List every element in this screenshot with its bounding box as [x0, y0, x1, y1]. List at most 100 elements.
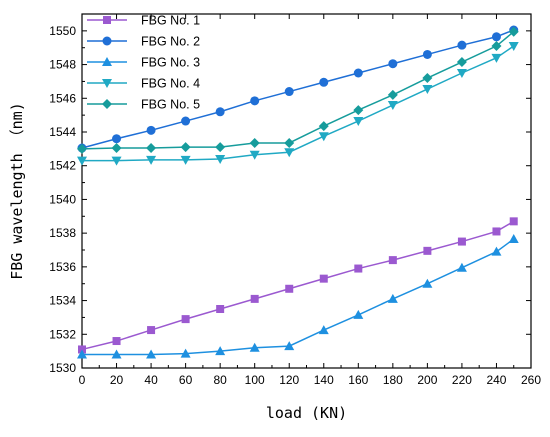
data-point [353, 309, 364, 319]
data-point [181, 315, 190, 324]
x-tick-label: 100 [245, 373, 265, 387]
data-point [111, 143, 122, 154]
legend-label: FBG No. 4 [141, 77, 200, 91]
legend-marker [103, 16, 111, 24]
series-1 [78, 217, 518, 354]
y-tick-label: 1532 [49, 327, 76, 341]
legend-label: FBG No. 5 [141, 98, 200, 112]
data-point [387, 293, 398, 303]
data-point [318, 325, 329, 335]
legend-item: FBG No. 3 [87, 56, 200, 70]
data-point [491, 41, 502, 52]
data-point [215, 142, 226, 153]
data-point [353, 105, 364, 116]
y-tick-label: 1550 [49, 24, 76, 38]
data-point [387, 89, 398, 100]
data-point [457, 237, 466, 246]
series-line [82, 45, 515, 162]
legend-label: FBG No. 3 [141, 56, 200, 70]
x-tick-label: 20 [110, 373, 124, 387]
series-5 [77, 26, 519, 154]
data-point [491, 246, 502, 256]
data-point [422, 85, 433, 95]
x-axis-label: load (KN) [266, 404, 347, 422]
data-point [215, 107, 225, 117]
legend-item: FBG No. 4 [87, 77, 200, 91]
data-point [388, 256, 397, 265]
legend-label: FBG No. 2 [141, 35, 200, 49]
data-point [388, 59, 398, 69]
y-axis: 1530 1532 1534 1536 1538 1540 1542 1544 1546 1548… [49, 24, 531, 375]
data-point [77, 156, 87, 166]
data-point [250, 294, 259, 303]
data-point [456, 262, 467, 272]
data-point [147, 326, 156, 335]
data-point [319, 77, 329, 87]
data-point [111, 349, 122, 359]
data-point [146, 155, 157, 165]
data-point [318, 121, 329, 132]
data-point [354, 264, 363, 273]
series-line [81, 29, 515, 149]
data-point [181, 116, 191, 126]
y-tick-label: 1536 [49, 260, 76, 274]
data-point [508, 42, 519, 52]
y-tick-label: 1546 [49, 91, 76, 105]
data-point [508, 26, 519, 37]
data-point [284, 148, 295, 158]
data-point [78, 345, 86, 354]
legend-item: FBG No. 5 [87, 98, 200, 112]
data-point [249, 342, 260, 352]
data-point [284, 341, 295, 351]
x-tick-label: 40 [144, 373, 158, 387]
data-point [146, 349, 157, 359]
data-point [422, 49, 432, 59]
data-point [215, 154, 226, 164]
legend-item: FBG No. 2 [87, 35, 200, 49]
data-point [146, 143, 157, 154]
data-point [250, 96, 260, 106]
y-tick-label: 1534 [49, 294, 76, 308]
series-layer [77, 25, 519, 359]
data-point [422, 73, 433, 84]
data-point [353, 117, 364, 127]
x-tick-label: 260 [521, 373, 541, 387]
legend-marker [102, 99, 112, 109]
data-point [319, 274, 328, 283]
y-tick-label: 1542 [49, 159, 76, 173]
data-point [215, 346, 226, 356]
legend: FBG No. 1 FBG No. 2 FBG No. 3 FBG No. 4 FBG … [87, 14, 200, 112]
y-tick-label: 1530 [49, 361, 76, 375]
data-point [508, 234, 519, 244]
x-tick-label: 140 [314, 373, 334, 387]
data-point [249, 150, 260, 160]
series-3 [77, 234, 519, 359]
series-line [82, 238, 515, 356]
y-tick-label: 1540 [49, 192, 76, 206]
x-axis: 0 20 40 60 80 100 120 140 160 180 200 220 240 260 [79, 14, 541, 387]
data-point [77, 143, 87, 154]
data-point [77, 349, 87, 359]
data-point [146, 125, 156, 135]
series-line [81, 31, 515, 150]
x-tick-label: 200 [417, 373, 437, 387]
x-tick-label: 180 [383, 373, 403, 387]
legend-marker [102, 57, 112, 66]
legend-item: FBG No. 1 [87, 14, 200, 28]
data-point [249, 137, 260, 148]
data-point [457, 40, 467, 50]
x-tick-label: 0 [79, 373, 86, 387]
data-point [387, 101, 398, 111]
y-tick-label: 1538 [49, 226, 76, 240]
series-line [81, 220, 515, 351]
data-point [112, 337, 121, 346]
y-axis-label: FBG wavelength （nm) [8, 102, 26, 280]
data-point [284, 87, 294, 97]
x-tick-label: 240 [486, 373, 506, 387]
x-tick-label: 80 [213, 373, 227, 387]
data-point [492, 227, 501, 236]
y-tick-label: 1548 [49, 58, 76, 72]
legend-marker [102, 36, 112, 46]
data-point [456, 57, 467, 68]
data-point [180, 142, 191, 153]
